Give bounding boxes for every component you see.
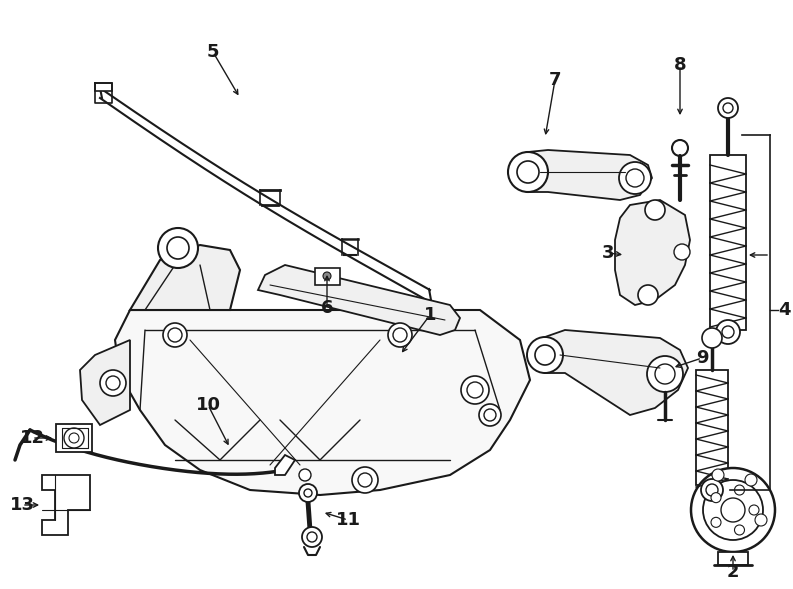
Circle shape [323, 272, 331, 280]
Text: 12: 12 [20, 429, 44, 447]
Text: 7: 7 [549, 71, 561, 89]
Circle shape [716, 320, 740, 344]
Circle shape [701, 479, 723, 501]
Polygon shape [115, 310, 530, 495]
Polygon shape [95, 83, 112, 91]
Circle shape [619, 162, 651, 194]
Circle shape [479, 404, 501, 426]
Circle shape [106, 376, 120, 390]
Circle shape [163, 323, 187, 347]
Circle shape [358, 473, 372, 487]
Circle shape [64, 428, 84, 448]
Circle shape [638, 285, 658, 305]
FancyBboxPatch shape [696, 370, 728, 485]
Circle shape [712, 469, 724, 481]
Circle shape [100, 370, 126, 396]
Circle shape [461, 376, 489, 404]
Circle shape [706, 484, 718, 496]
Text: 13: 13 [10, 496, 35, 514]
Circle shape [734, 485, 745, 495]
Polygon shape [718, 552, 748, 565]
Circle shape [718, 98, 738, 118]
Circle shape [723, 103, 733, 113]
Circle shape [655, 364, 675, 384]
Circle shape [158, 228, 198, 268]
Circle shape [484, 409, 496, 421]
Polygon shape [56, 424, 92, 452]
Circle shape [672, 140, 688, 156]
Circle shape [711, 492, 721, 502]
Circle shape [711, 517, 721, 527]
Polygon shape [80, 340, 130, 425]
Polygon shape [528, 150, 652, 200]
Text: 6: 6 [320, 299, 333, 317]
Text: 2: 2 [726, 563, 739, 581]
Circle shape [647, 356, 683, 392]
Polygon shape [130, 245, 240, 310]
Text: 4: 4 [778, 301, 791, 319]
Circle shape [307, 532, 317, 542]
Circle shape [467, 382, 483, 398]
Circle shape [745, 474, 757, 486]
Polygon shape [42, 475, 90, 535]
Circle shape [755, 514, 767, 526]
Circle shape [691, 468, 775, 552]
Circle shape [517, 161, 539, 183]
Text: 11: 11 [335, 511, 361, 529]
Circle shape [388, 323, 412, 347]
Circle shape [304, 489, 312, 497]
Circle shape [734, 525, 745, 535]
Circle shape [535, 345, 555, 365]
Circle shape [167, 237, 189, 259]
Circle shape [749, 505, 759, 515]
Circle shape [393, 328, 407, 342]
Polygon shape [275, 455, 295, 475]
Text: 8: 8 [674, 56, 686, 74]
Circle shape [645, 200, 665, 220]
Circle shape [168, 328, 182, 342]
Circle shape [299, 484, 317, 502]
Text: 1: 1 [423, 306, 436, 324]
Text: 5: 5 [207, 43, 219, 61]
Circle shape [508, 152, 548, 192]
Circle shape [674, 244, 690, 260]
Circle shape [702, 328, 722, 348]
Circle shape [703, 480, 763, 540]
Polygon shape [315, 268, 340, 285]
Text: 9: 9 [695, 349, 708, 367]
Circle shape [352, 467, 378, 493]
Polygon shape [545, 330, 688, 415]
FancyBboxPatch shape [710, 155, 746, 330]
Text: 10: 10 [196, 396, 220, 414]
Circle shape [69, 433, 79, 443]
Circle shape [299, 469, 311, 481]
Text: 3: 3 [602, 244, 615, 262]
Circle shape [722, 326, 734, 338]
Circle shape [626, 169, 644, 187]
Polygon shape [258, 265, 460, 335]
Polygon shape [615, 200, 690, 305]
Circle shape [721, 498, 745, 522]
Circle shape [302, 527, 322, 547]
Circle shape [527, 337, 563, 373]
